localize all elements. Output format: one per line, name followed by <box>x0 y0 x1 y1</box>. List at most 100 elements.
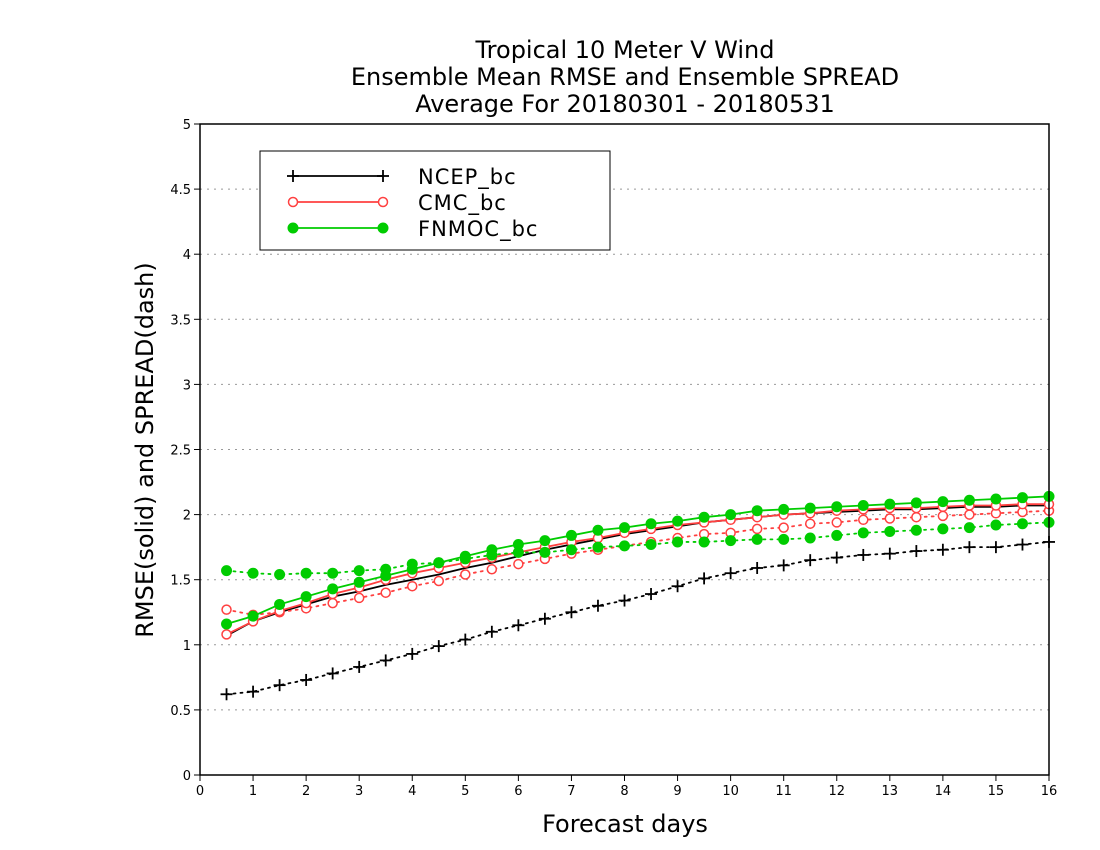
series-fnmoc-bc-rmse-filled-circle-marker <box>327 583 339 595</box>
series-ncep-bc-spread-plus-marker <box>220 688 233 701</box>
series-ncep-bc-spread-plus-marker <box>671 580 684 593</box>
x-tick-label: 15 <box>988 784 1005 799</box>
series-fnmoc-bc-spread-filled-circle-marker <box>751 533 763 545</box>
series-ncep-bc-spread-plus-marker <box>645 588 658 601</box>
series-fnmoc-bc-rmse-filled-circle-marker <box>884 498 896 510</box>
series-fnmoc-bc-rmse-line <box>226 495 1050 625</box>
y-tick-label: 0.5 <box>170 704 191 719</box>
x-tick-label: 8 <box>620 784 628 799</box>
series-ncep-bc-spread-plus-marker <box>247 685 260 698</box>
legend-fnmoc-bc-filled-circle-marker <box>287 222 299 234</box>
series-fnmoc-bc-rmse-filled-circle-marker <box>300 591 312 603</box>
series-cmc-bc-spread-open-circle-marker <box>486 564 498 575</box>
legend-ncep-bc-plus-marker <box>287 170 299 182</box>
series-fnmoc-bc-spread-filled-circle-marker <box>221 565 233 577</box>
series-fnmoc-bc-rmse-filled-circle-marker <box>963 494 975 506</box>
series-ncep-bc-spread-plus-marker <box>538 612 551 625</box>
series-fnmoc-bc-rmse-filled-circle-marker <box>725 509 737 521</box>
series-fnmoc-bc-spread-filled-circle-marker <box>247 567 259 579</box>
axis-ticks: 00.511.522.533.544.550 1 2 3 4 5 6 7 8 9 10 11 12 13 1… <box>170 118 1057 799</box>
chart-title-line-1: Tropical 10 Meter V Wind <box>475 36 775 64</box>
series-fnmoc-bc-rmse-filled-circle-marker <box>619 522 630 534</box>
series-fnmoc-bc-spread-filled-circle-marker <box>672 536 684 548</box>
series-fnmoc-bc-rmse-filled-circle-marker <box>751 505 763 517</box>
series-fnmoc-bc-spread-filled-circle-marker <box>300 567 312 579</box>
series-fnmoc-bc-spread-filled-circle-marker <box>592 541 604 553</box>
series-cmc-bc-spread-open-circle-marker <box>937 510 949 522</box>
series-cmc-bc-rmse-open-circle-marker <box>221 629 232 640</box>
series-ncep-bc-spread-plus-marker <box>963 541 976 554</box>
y-tick-label: 1 <box>183 639 191 654</box>
series-fnmoc-bc-rmse-filled-circle-marker <box>1016 492 1028 504</box>
grid-lines <box>200 188 1049 711</box>
series-ncep-bc-spread-plus-marker <box>989 541 1002 554</box>
x-axis-label: Forecast days <box>542 810 708 838</box>
series-ncep-bc-spread-plus-marker <box>353 660 366 673</box>
series-ncep-bc <box>220 504 1055 701</box>
series-cmc-bc-spread-open-circle-marker <box>804 518 816 529</box>
series-cmc-bc-spread-open-circle-marker <box>327 597 338 609</box>
series-cmc-bc-spread-open-circle-marker <box>221 604 232 615</box>
series-ncep-bc-spread-plus-marker <box>936 543 949 556</box>
series-fnmoc-bc-spread-filled-circle-marker <box>1016 518 1028 530</box>
series-fnmoc-bc-rmse-filled-circle-marker <box>592 524 604 536</box>
series-ncep-bc-spread-plus-marker <box>618 594 631 607</box>
legend-label: CMC_bc <box>418 191 507 216</box>
y-tick-label: 4.5 <box>170 183 191 198</box>
x-tick-label: 5 <box>461 784 469 799</box>
series-ncep-bc-spread-plus-marker <box>485 625 498 638</box>
x-tick-label: 14 <box>935 784 952 799</box>
series-cmc-bc-spread-open-circle-marker <box>353 592 365 604</box>
series-ncep-bc-spread-plus-marker <box>804 554 817 567</box>
series-cmc-bc-spread-open-circle-marker <box>433 575 445 587</box>
series-ncep-bc-spread-plus-marker <box>883 547 896 560</box>
x-tick-label: 6 <box>514 784 522 799</box>
y-tick-label: 5 <box>183 118 191 133</box>
y-tick-label: 2.5 <box>170 444 191 459</box>
series-fnmoc-bc-spread-filled-circle-marker <box>698 536 710 548</box>
x-tick-label: 12 <box>828 784 845 799</box>
series-cmc-bc-spread-open-circle-marker <box>380 587 391 598</box>
legend-item-cmc-bc: CMC_bc <box>287 191 507 216</box>
series-fnmoc-bc-spread-filled-circle-marker <box>539 546 551 558</box>
series-ncep-bc-spread-plus-marker <box>432 640 445 653</box>
x-tick-label: 3 <box>355 784 363 799</box>
series-cmc-bc <box>221 498 1055 640</box>
series-fnmoc-bc-rmse-filled-circle-marker <box>221 618 233 630</box>
y-tick-label: 2 <box>183 509 191 524</box>
x-tick-label: 1 <box>249 784 257 799</box>
series-ncep-bc-spread-plus-marker <box>512 619 525 632</box>
series-ncep-bc-spread-plus-marker <box>459 633 472 646</box>
series-ncep-bc-spread-plus-marker <box>830 551 843 564</box>
series-fnmoc-bc-spread-filled-circle-marker <box>831 529 843 541</box>
series-fnmoc-bc-spread-filled-circle-marker <box>327 567 339 579</box>
series-fnmoc-bc-rmse-filled-circle-marker <box>831 501 843 513</box>
x-tick-label: 0 <box>196 784 204 799</box>
series-fnmoc-bc-spread-filled-circle-marker <box>565 544 577 556</box>
series-fnmoc-bc-rmse-filled-circle-marker <box>247 610 259 622</box>
series-fnmoc-bc <box>221 490 1055 630</box>
legend-fnmoc-bc-filled-circle-marker <box>377 222 389 234</box>
series-cmc-bc-spread-open-circle-marker <box>964 509 975 520</box>
series-ncep-bc-spread-plus-marker <box>910 545 923 558</box>
series-fnmoc-bc-spread-filled-circle-marker <box>990 519 1002 531</box>
series-fnmoc-bc-spread-filled-circle-marker <box>910 524 922 536</box>
series-ncep-bc-spread-plus-marker <box>698 572 711 585</box>
series-cmc-bc-spread-open-circle-marker <box>513 558 524 570</box>
series-fnmoc-bc-rmse-filled-circle-marker <box>433 557 445 569</box>
legend-cmc-bc-open-circle-marker <box>287 196 299 208</box>
series-ncep-bc-spread-plus-marker <box>300 673 313 686</box>
series-fnmoc-bc-rmse-filled-circle-marker <box>804 502 816 514</box>
x-tick-label: 2 <box>302 784 310 799</box>
series-cmc-bc-spread-open-circle-marker <box>831 517 842 528</box>
x-tick-label: 11 <box>775 784 792 799</box>
series-ncep-bc-spread-plus-marker <box>724 567 737 580</box>
series-fnmoc-bc-spread-filled-circle-marker <box>963 522 975 534</box>
series-fnmoc-bc-rmse-filled-circle-marker <box>698 511 710 523</box>
series-fnmoc-bc-rmse-filled-circle-marker <box>353 576 365 588</box>
series-ncep-bc-spread-plus-marker <box>1016 538 1029 551</box>
series-fnmoc-bc-rmse-filled-circle-marker <box>565 529 577 541</box>
legend-item-fnmoc-bc: FNMOC_bc <box>287 217 537 242</box>
